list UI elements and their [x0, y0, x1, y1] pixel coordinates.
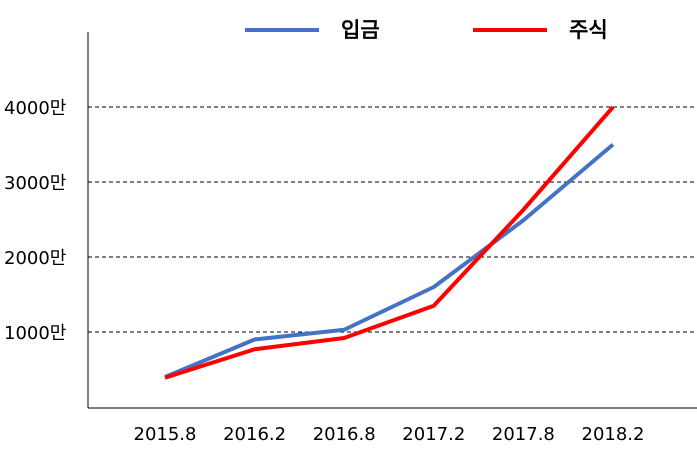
x-tick-label: 2017.2 [402, 424, 465, 445]
series-lines [164, 105, 615, 380]
y-tick-label: 1000만 [4, 323, 66, 344]
x-tick-label: 2016.2 [223, 424, 286, 445]
y-tick-labels: 1000만 2000만 3000만 4000만 [4, 98, 66, 344]
y-tick-label: 3000만 [4, 173, 66, 194]
gridlines [88, 106, 697, 333]
y-tick-label: 4000만 [4, 98, 66, 119]
legend-label: 주식 [569, 18, 608, 42]
x-tick-label: 2015.8 [134, 424, 197, 445]
y-tick-label: 2000만 [4, 248, 66, 269]
legend-label: 입금 [341, 18, 380, 42]
x-tick-label: 2017.8 [492, 424, 555, 445]
series-line-0 [164, 142, 615, 379]
legend: 입금 주식 [245, 18, 608, 42]
series-line-1 [164, 105, 615, 380]
x-tick-label: 2016.8 [313, 424, 376, 445]
x-tick-label: 2018.2 [582, 424, 645, 445]
x-tick-labels: 2015.8 2016.2 2016.8 2017.2 2017.8 2018.2 [134, 424, 645, 445]
